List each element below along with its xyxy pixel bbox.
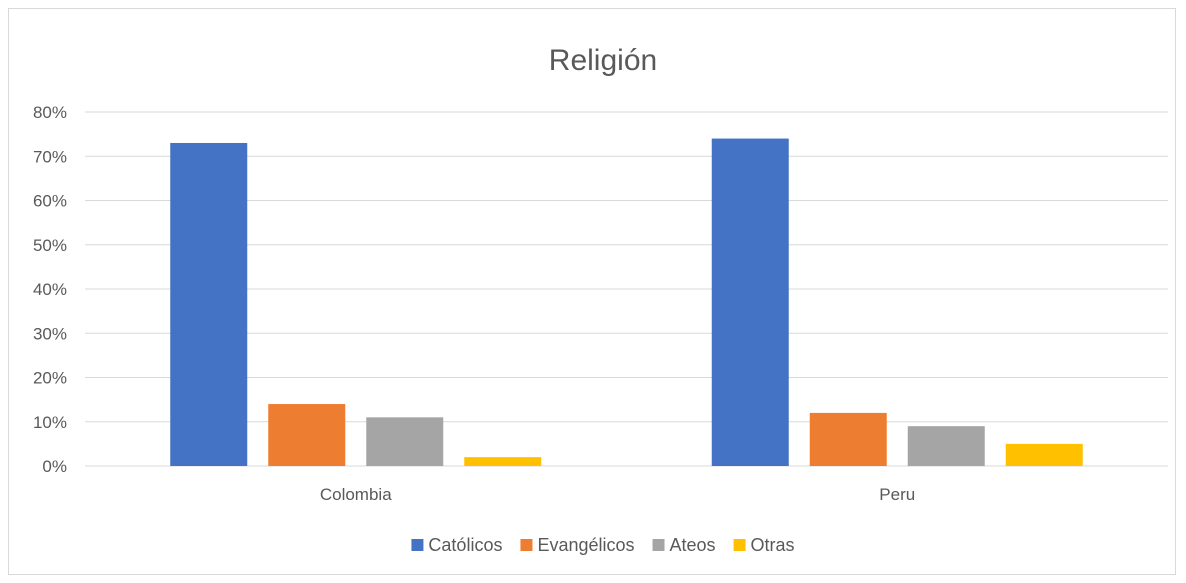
x-category-label: Peru <box>879 485 915 504</box>
legend-label: Evangélicos <box>537 535 634 555</box>
legend: Católicos Evangélicos Ateos Otras <box>411 535 795 555</box>
legend-swatch <box>520 539 533 551</box>
bar-ateos-peru <box>907 426 985 466</box>
bar-catolicos-colombia <box>170 142 248 466</box>
x-category-label: Colombia <box>320 485 392 504</box>
y-tick-label: 80% <box>33 103 67 122</box>
bar-catolicos-peru <box>711 138 789 467</box>
legend-label: Católicos <box>428 535 502 555</box>
chart-title: Religión <box>549 44 657 77</box>
gridlines <box>85 111 1168 467</box>
legend-swatch <box>652 539 665 551</box>
y-axis-ticks: 0% 10% 20% 30% 40% 50% 60% 70% 80% <box>33 103 67 476</box>
bar-ateos-colombia <box>366 417 444 466</box>
bar-otras-peru <box>1005 443 1083 466</box>
legend-label: Otras <box>751 535 795 555</box>
x-axis-categories: Colombia Peru <box>320 485 915 504</box>
legend-label: Ateos <box>670 535 716 555</box>
y-tick-label: 60% <box>33 192 67 211</box>
legend-swatch <box>733 539 746 551</box>
bar-evangelicos-peru <box>809 412 887 466</box>
y-tick-label: 50% <box>33 236 67 255</box>
y-tick-label: 20% <box>33 369 67 388</box>
bars <box>170 138 1083 467</box>
bar-evangelicos-colombia <box>268 404 346 466</box>
bar-otras-colombia <box>464 457 542 466</box>
y-tick-label: 0% <box>42 457 67 476</box>
legend-swatch <box>411 539 424 551</box>
y-tick-label: 40% <box>33 280 67 299</box>
y-tick-label: 10% <box>33 413 67 432</box>
y-tick-label: 30% <box>33 324 67 343</box>
y-tick-label: 70% <box>33 147 67 166</box>
